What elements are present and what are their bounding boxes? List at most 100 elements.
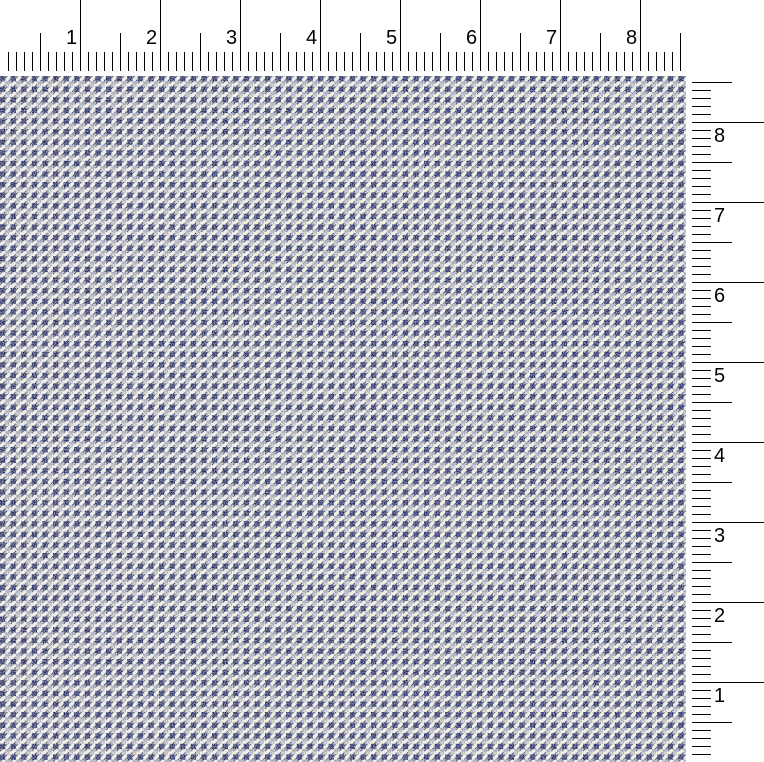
top-ruler-minor-tick: [304, 52, 305, 71]
right-ruler-minor-tick: [692, 266, 711, 267]
top-ruler-minor-tick: [616, 52, 617, 71]
right-ruler-minor-tick: [692, 106, 711, 107]
top-ruler-label: 3: [226, 27, 238, 49]
top-ruler-minor-tick: [664, 52, 665, 71]
top-ruler-minor-tick: [24, 52, 25, 71]
right-ruler-half-tick: [692, 562, 732, 563]
right-ruler-minor-tick: [692, 730, 711, 731]
top-ruler-minor-tick: [456, 52, 457, 71]
top-ruler-half-tick: [360, 33, 361, 71]
top-ruler-minor-tick: [96, 52, 97, 71]
top-ruler-label: 8: [626, 27, 638, 49]
top-ruler-minor-tick: [504, 52, 505, 71]
top-ruler-half-tick: [520, 33, 521, 71]
right-ruler-minor-tick: [692, 138, 711, 139]
top-ruler-minor-tick: [632, 52, 633, 71]
right-ruler-minor-tick: [692, 346, 711, 347]
top-ruler-minor-tick: [648, 52, 649, 71]
right-ruler-major-tick: [692, 442, 764, 443]
top-ruler-major-tick: [160, 0, 161, 71]
right-ruler-minor-tick: [692, 170, 711, 171]
right-ruler-half-tick: [692, 322, 732, 323]
top-ruler-minor-tick: [296, 52, 297, 71]
top-ruler-minor-tick: [592, 52, 593, 71]
top-ruler-minor-tick: [32, 52, 33, 71]
right-ruler-minor-tick: [692, 338, 711, 339]
right-ruler-minor-tick: [692, 578, 711, 579]
right-ruler-minor-tick: [692, 506, 711, 507]
top-ruler-minor-tick: [168, 52, 169, 71]
top-ruler-major-tick: [640, 0, 641, 71]
right-ruler-major-tick: [692, 282, 764, 283]
right-ruler-minor-tick: [692, 298, 711, 299]
right-ruler-minor-tick: [692, 658, 711, 659]
right-ruler-minor-tick: [692, 354, 711, 355]
right-ruler-minor-tick: [692, 586, 711, 587]
right-ruler-major-tick: [692, 202, 764, 203]
top-ruler-half-tick: [280, 33, 281, 71]
right-ruler-minor-tick: [692, 370, 711, 371]
right-ruler-major-tick: [692, 682, 764, 683]
top-ruler-minor-tick: [488, 52, 489, 71]
top-ruler-minor-tick: [112, 52, 113, 71]
right-ruler-half-tick: [692, 642, 732, 643]
right-ruler-minor-tick: [692, 210, 711, 211]
top-ruler-minor-tick: [104, 52, 105, 71]
right-ruler-minor-tick: [692, 306, 711, 307]
top-ruler-minor-tick: [152, 52, 153, 71]
top-ruler-major-tick: [480, 0, 481, 71]
top-ruler-minor-tick: [432, 52, 433, 71]
top-ruler-minor-tick: [72, 52, 73, 71]
right-ruler-half-tick: [692, 402, 732, 403]
top-ruler-minor-tick: [584, 52, 585, 71]
right-ruler-minor-tick: [692, 250, 711, 251]
right-ruler-minor-tick: [692, 178, 711, 179]
right-ruler-minor-tick: [692, 450, 711, 451]
right-ruler-label: 8: [714, 125, 726, 147]
top-ruler-half-tick: [40, 33, 41, 71]
top-ruler-minor-tick: [56, 52, 57, 71]
right-ruler-minor-tick: [692, 426, 711, 427]
right-ruler-minor-tick: [692, 626, 711, 627]
top-ruler-minor-tick: [352, 52, 353, 71]
top-ruler-minor-tick: [552, 52, 553, 71]
top-ruler-minor-tick: [16, 52, 17, 71]
right-ruler-major-tick: [692, 522, 764, 523]
top-ruler-minor-tick: [248, 52, 249, 71]
top-ruler-minor-tick: [224, 52, 225, 71]
right-ruler-minor-tick: [692, 154, 711, 155]
top-ruler-major-tick: [240, 0, 241, 71]
right-ruler-major-tick: [692, 362, 764, 363]
right-ruler-minor-tick: [692, 618, 711, 619]
top-ruler-minor-tick: [568, 52, 569, 71]
top-ruler-minor-tick: [408, 52, 409, 71]
right-ruler-minor-tick: [692, 546, 711, 547]
right-ruler-minor-tick: [692, 394, 711, 395]
right-ruler-minor-tick: [692, 98, 711, 99]
top-ruler-major-tick: [400, 0, 401, 71]
right-ruler-label: 5: [714, 365, 726, 387]
top-ruler-label: 1: [66, 27, 78, 49]
right-ruler-minor-tick: [692, 554, 711, 555]
right-ruler-minor-tick: [692, 130, 711, 131]
right-ruler-minor-tick: [692, 490, 711, 491]
right-ruler-minor-tick: [692, 186, 711, 187]
right-ruler-minor-tick: [692, 690, 711, 691]
top-ruler-minor-tick: [544, 52, 545, 71]
top-ruler-minor-tick: [232, 52, 233, 71]
right-ruler-minor-tick: [692, 570, 711, 571]
right-ruler-label: 1: [714, 685, 726, 707]
top-ruler-minor-tick: [536, 52, 537, 71]
right-ruler-minor-tick: [692, 466, 711, 467]
right-ruler-minor-tick: [692, 458, 711, 459]
right-ruler-label: 7: [714, 205, 726, 227]
top-ruler-label: 2: [146, 27, 158, 49]
top-ruler-minor-tick: [192, 52, 193, 71]
right-ruler-minor-tick: [692, 418, 711, 419]
top-ruler-minor-tick: [376, 52, 377, 71]
right-ruler-minor-tick: [692, 194, 711, 195]
top-ruler-minor-tick: [256, 52, 257, 71]
right-ruler-minor-tick: [692, 714, 711, 715]
right-ruler-minor-tick: [692, 610, 711, 611]
right-ruler-minor-tick: [692, 530, 711, 531]
